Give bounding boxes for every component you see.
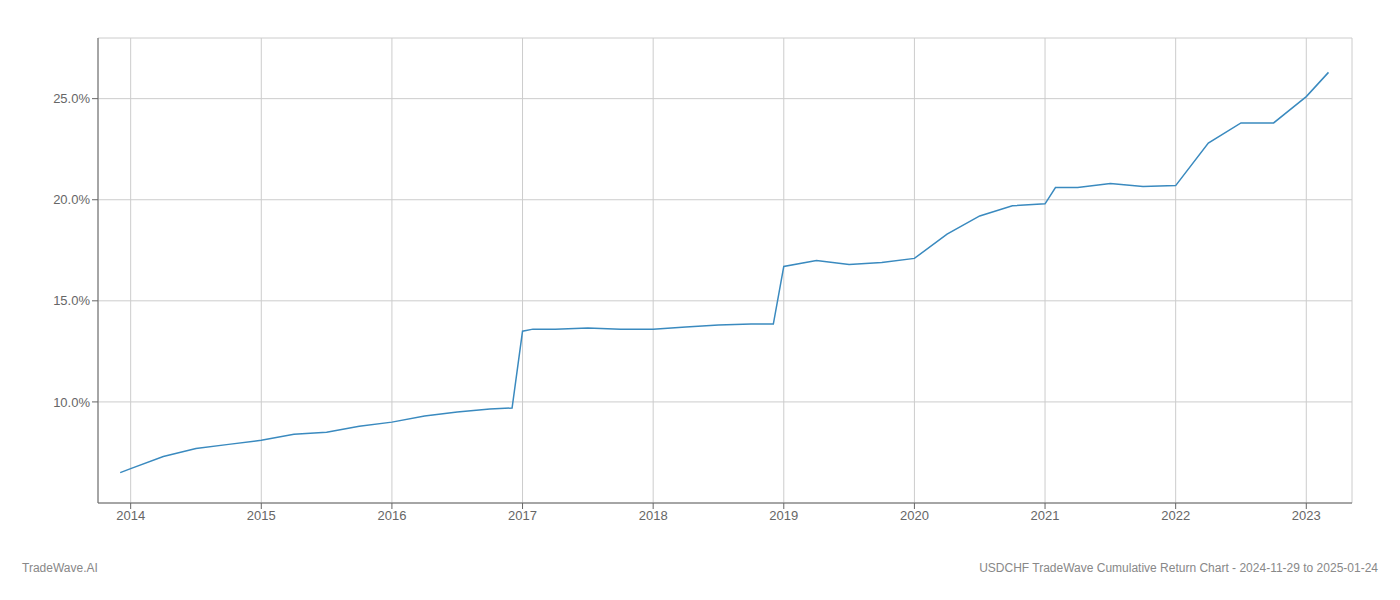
html-text:USDCHF TradeWave Cumulative Re: USDCHF TradeWave Cumulative Return Chart… (979, 561, 1378, 575)
svg-text:2020: 2020 (900, 508, 929, 523)
svg-text:2014: 2014 (116, 508, 145, 523)
svg-text:10.0%: 10.0% (53, 395, 90, 410)
svg-text:2022: 2022 (1161, 508, 1190, 523)
svg-text:2016: 2016 (377, 508, 406, 523)
svg-text:20.0%: 20.0% (53, 192, 90, 207)
html-text:TradeWave.AI: TradeWave.AI (22, 561, 98, 575)
svg-text:2023: 2023 (1292, 508, 1321, 523)
svg-text:2015: 2015 (247, 508, 276, 523)
svg-text:15.0%: 15.0% (53, 293, 90, 308)
svg-text:2017: 2017 (508, 508, 537, 523)
svg-text:2019: 2019 (769, 508, 798, 523)
svg-text:25.0%: 25.0% (53, 91, 90, 106)
svg-text:2018: 2018 (639, 508, 668, 523)
svg-text:2021: 2021 (1031, 508, 1060, 523)
